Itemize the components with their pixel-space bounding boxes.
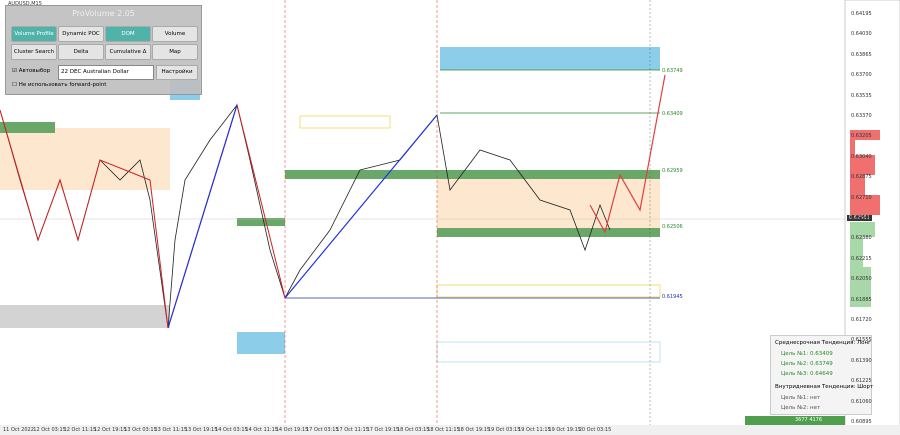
panel-title: ProVolume 2.05 <box>72 9 135 18</box>
volume-profile <box>850 222 875 307</box>
tool-button[interactable]: Dynamic POC <box>58 26 104 42</box>
time-label: 19 Oct 03:15 <box>487 427 521 433</box>
volume-bar <box>745 416 845 425</box>
tool-button[interactable]: Cluster Search <box>11 44 57 60</box>
time-label: 14 Oct 03:15 <box>215 427 248 433</box>
price-label: 0.61555 <box>851 337 872 344</box>
zone <box>237 332 285 354</box>
time-label: 12 Oct 03:15 <box>33 427 66 433</box>
projection <box>589 74 666 234</box>
price-label: 0.63535 <box>851 92 872 99</box>
price-label: 0.61060 <box>851 398 872 405</box>
tool-button[interactable]: Delta <box>58 44 104 60</box>
trend: Среднесрочная Тенденция: Лонг <box>775 340 871 346</box>
time-label: 13 Oct 19:15 <box>184 427 218 433</box>
price-label: 0.62710 <box>851 194 872 201</box>
volume-profile <box>850 130 880 215</box>
tool-button[interactable]: Volume <box>152 26 198 42</box>
price-label: 0.63040 <box>851 153 872 160</box>
time-label: 18 Oct 03:15 <box>396 427 430 433</box>
info-box: Среднесрочная Тенденция: Лонг Внутриднев… <box>770 335 874 415</box>
price-label: 0.62545 <box>851 215 872 221</box>
dropdown[interactable]: 22 DEC Australian Dollar <box>58 65 154 80</box>
price-label: 0.60895 <box>851 419 872 425</box>
time-label: 12 Oct 11:15 <box>63 427 97 433</box>
zone <box>437 176 660 228</box>
zone <box>0 128 170 190</box>
zone <box>440 47 660 70</box>
price-label: 0.62050 <box>851 276 872 283</box>
price-label: 0.61390 <box>851 357 872 364</box>
time-label: 12 Oct 19:15 <box>93 427 127 433</box>
checkbox[interactable]: ☑ Автовыбор <box>12 68 51 74</box>
zone <box>237 218 285 226</box>
time-label: 13 Oct 11:15 <box>154 427 188 433</box>
symbol: AUDUSD,M15 <box>8 1 42 7</box>
label: Автовыбор <box>18 68 51 74</box>
price-label: 0.63700 <box>851 72 872 79</box>
tool-button[interactable]: Cumulative Δ <box>105 44 151 60</box>
time-label: 17 Oct 03:15 <box>306 427 339 433</box>
price-label: 0.61225 <box>851 378 872 385</box>
target: Цель №3: 0.64649 <box>781 371 833 377</box>
tool-button[interactable]: DOM <box>105 26 151 42</box>
price-label: 0.62875 <box>851 174 872 181</box>
target: Цель №1: нет <box>781 395 821 401</box>
provolume-panel: ProVolume 2.05 Volume Profile Dynamic POC… <box>5 5 202 95</box>
time-label: 19 Oct 19:15 <box>548 427 581 433</box>
price-label: 0.63205 <box>851 133 872 140</box>
time-label: 18 Oct 11:15 <box>427 427 460 433</box>
time-label: 13 Oct 03:15 <box>124 427 157 433</box>
checkbox[interactable]: ☐ Не использовать forward-point <box>12 82 107 88</box>
time-label: 14 Oct 19:15 <box>275 427 309 433</box>
settings-button[interactable]: Настройки <box>156 65 198 80</box>
level-label: 0.63409 <box>662 111 683 117</box>
price-label: 0.64030 <box>851 31 872 38</box>
price-label: 0.62380 <box>851 235 872 242</box>
level-label: 0.61945 <box>662 294 683 300</box>
time-label: 17 Oct 11:15 <box>336 427 369 433</box>
trend-line <box>284 114 438 299</box>
zone <box>299 115 391 129</box>
price-label: 0.62215 <box>851 255 872 262</box>
zone <box>0 122 55 133</box>
zone <box>437 228 660 237</box>
tool-button[interactable]: Volume Profile <box>11 26 57 42</box>
label: Не использовать forward-point <box>18 82 107 88</box>
target: Цель №2: 0.63749 <box>781 361 833 367</box>
time-label: 14 Oct 11:15 <box>245 427 278 433</box>
level-label: 0.62506 <box>662 224 683 230</box>
price-label: 0.61720 <box>851 317 872 323</box>
zone <box>285 170 660 179</box>
price-label: 0.64195 <box>851 11 872 17</box>
price-label: 0.63370 <box>851 113 872 119</box>
time-label: 11 Oct 2022 <box>3 427 34 433</box>
time-label: 19 Oct 11:15 <box>518 427 551 433</box>
trend-line <box>167 104 238 329</box>
zone <box>0 305 170 328</box>
target: Цель №2: нет <box>781 405 821 411</box>
time-label: 20 Oct 03:15 <box>578 427 612 433</box>
level-label: 0.62959 <box>662 168 683 174</box>
level-label: 0.63749 <box>662 68 683 74</box>
price-label: 0.63865 <box>851 51 872 58</box>
current-price: 0.62561 <box>847 215 872 221</box>
target: Цель №1: 0.63409 <box>781 351 833 357</box>
time-axis <box>0 425 900 435</box>
price-label: 0.61885 <box>851 296 872 303</box>
tool-button[interactable]: Map <box>152 44 198 60</box>
volumes: 3677 4176 <box>795 417 823 423</box>
time-label: 17 Oct 19:15 <box>366 427 400 433</box>
trend: Внутридневная Тенденция: Шорт <box>775 384 874 390</box>
time-label: 18 Oct 19:15 <box>457 427 491 433</box>
